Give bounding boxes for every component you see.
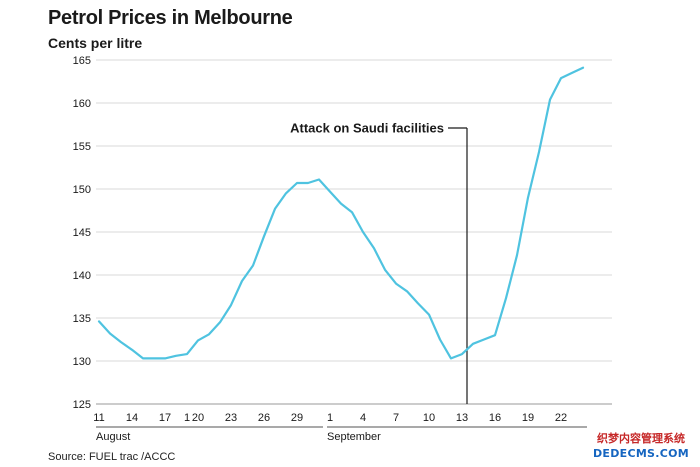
x-tick-label: 26 <box>258 412 270 424</box>
y-axis-unit-label: Cents per litre <box>48 35 143 51</box>
x-tick-label: 1 <box>327 412 333 424</box>
period-label: September <box>327 431 381 443</box>
y-tick-label: 135 <box>73 313 91 325</box>
y-tick-label: 150 <box>73 184 91 196</box>
x-tick-label: 7 <box>393 412 399 424</box>
y-tick-label: 125 <box>73 399 91 411</box>
x-tick-label: 17 <box>159 412 171 424</box>
watermark: 织梦内容管理系统 DEDECMS.COM <box>588 431 694 461</box>
source-note: Source: FUEL trac /ACCC <box>48 451 176 463</box>
gridlines <box>96 59 612 405</box>
y-tick-label: 140 <box>73 270 91 282</box>
x-tick-label: 22 <box>555 412 567 424</box>
x-tick-label: 14 <box>126 412 138 424</box>
x-tick-label: 19 <box>522 412 534 424</box>
y-tick-label: 145 <box>73 227 91 239</box>
watermark-line-1: 织梦内容管理系统 <box>597 432 685 445</box>
x-axis-ticks: 11 14 17 1 20 23 26 29 1 4 7 10 13 16 19 22 <box>93 412 567 424</box>
period-labels: August September <box>96 426 587 443</box>
x-tick-label: 1 <box>184 412 190 424</box>
x-tick-label: 13 <box>456 412 468 424</box>
x-tick-label: 23 <box>225 412 237 424</box>
y-tick-label: 155 <box>73 141 91 153</box>
x-tick-label: 29 <box>291 412 303 424</box>
annotation: Attack on Saudi facilities <box>290 121 468 404</box>
annotation-label: Attack on Saudi facilities <box>290 121 444 136</box>
x-tick-label: 4 <box>360 412 366 424</box>
period-label: August <box>96 431 130 443</box>
y-axis-ticks: 125 130 135 140 145 150 155 160 165 <box>73 55 91 411</box>
x-tick-label: 11 <box>93 412 104 424</box>
chart-title: Petrol Prices in Melbourne <box>48 7 293 29</box>
x-tick-label: 20 <box>192 412 204 424</box>
watermark-line-2: DEDECMS.COM <box>592 447 690 460</box>
series-line <box>97 66 585 360</box>
x-tick-label: 10 <box>423 412 435 424</box>
y-tick-label: 130 <box>73 356 91 368</box>
y-tick-label: 165 <box>73 55 91 67</box>
series-group <box>97 66 585 360</box>
y-tick-label: 160 <box>73 98 91 110</box>
x-tick-label: 16 <box>489 412 501 424</box>
